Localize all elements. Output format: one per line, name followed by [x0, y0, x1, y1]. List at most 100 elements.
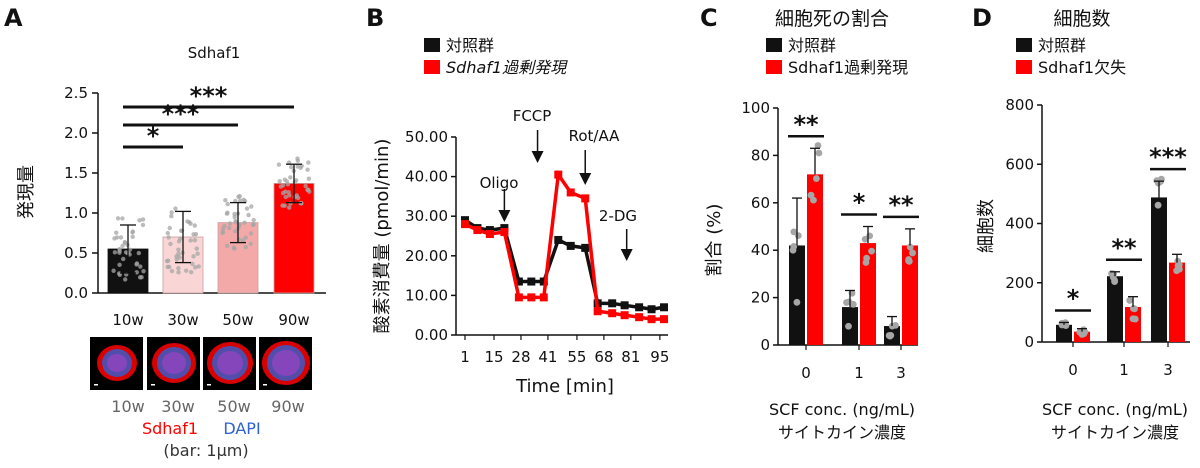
- panel-d-title: 細胞数: [1053, 8, 1110, 30]
- panel-b-annotation: 2-DG: [599, 207, 637, 225]
- panel-d-xlabel-ja: サイトカイン濃度: [1051, 423, 1179, 442]
- panel-a-dot: [192, 223, 198, 228]
- panel-a-dot: [191, 254, 196, 259]
- panel-a-dot: [140, 217, 146, 222]
- panel-d-dot: [1173, 267, 1180, 275]
- panel-c-dot: [866, 232, 874, 240]
- panel-b-point: [620, 311, 629, 320]
- panel-b-point: [660, 303, 668, 312]
- panel-d-dot: [1154, 201, 1162, 209]
- panel-b-series-line: [464, 169, 664, 321]
- panel-a-sig-label: ***: [162, 100, 200, 128]
- panel-a-ytick-label: 0.5: [64, 244, 88, 262]
- panel-a-dot: [226, 225, 232, 231]
- panel-a-dot: [242, 220, 247, 225]
- panel-a-dot: [194, 246, 199, 251]
- panel-a-dot: [176, 251, 181, 256]
- panel-a-dot: [139, 275, 144, 280]
- panel-a-dot: [287, 205, 292, 210]
- panel-d-dot: [1111, 278, 1119, 285]
- panel-a-dot: [225, 210, 230, 215]
- panel-d-dot: [1126, 297, 1134, 304]
- panel-d-bar: [1151, 197, 1167, 342]
- panel-a-dot: [140, 222, 146, 228]
- panel-b-point: [514, 277, 523, 286]
- panel-b-xtick-label: 95: [650, 348, 669, 366]
- panel-b-arrow-head: [531, 151, 544, 163]
- panel-a-dot: [295, 156, 300, 161]
- panel-a-dot: [164, 258, 170, 264]
- panel-a-dot: [121, 256, 126, 262]
- panel-a-dot: [220, 229, 226, 235]
- panel-b-xtick-label: 55: [567, 348, 586, 366]
- micrograph-overlay: [162, 352, 186, 374]
- panel-b-point: [527, 277, 536, 286]
- panel-a-xtick-label: 50w: [222, 311, 253, 329]
- panel-a-dot: [305, 167, 310, 172]
- panel-b-arrow-head: [498, 210, 511, 222]
- panel-a-dot: [192, 265, 198, 270]
- panel-a-ytick-label: 0.0: [64, 284, 88, 302]
- panel-a-dot: [176, 247, 181, 252]
- panel-a-dot: [246, 212, 251, 218]
- panel-d-xtick-label: 3: [1163, 361, 1173, 379]
- panel-c-dot: [814, 142, 822, 149]
- panel-b-point: [485, 230, 494, 239]
- panel-a-dot: [122, 277, 128, 282]
- panel-c-sig-label: **: [888, 191, 914, 219]
- panel-a-xtick-label: 30w: [167, 311, 198, 329]
- panel-a-dot: [237, 198, 243, 203]
- legend-d-control-swatch: [1016, 38, 1032, 52]
- panel-d-bar: [1056, 324, 1072, 342]
- panel-a-dot: [122, 239, 128, 245]
- panel-a-dot: [165, 230, 170, 236]
- panel-b-point: [500, 228, 509, 237]
- panel-a-dot: [276, 162, 282, 167]
- panel-c-ylabel: 割合 (%): [704, 204, 725, 277]
- panel-b-point: [473, 226, 482, 235]
- panel-c-dot: [790, 228, 798, 236]
- panel-b-ytick-label: 0.00: [415, 326, 448, 344]
- panel-a-dot: [196, 264, 201, 269]
- panel-a-dot: [137, 218, 142, 223]
- image-label-90w: 90w: [271, 397, 304, 416]
- panel-c-dot: [807, 191, 815, 199]
- legend-b-control: 対照群: [446, 36, 494, 55]
- panel-a-dot: [244, 206, 250, 211]
- panel-c-dot: [815, 149, 823, 157]
- panel-c-dot: [885, 332, 893, 339]
- panel-a-dot: [168, 241, 173, 247]
- panel-c-dot: [789, 246, 797, 254]
- panel-a-dot: [292, 179, 298, 185]
- panel-c-ytick-label: 20: [751, 289, 770, 307]
- panel-a-dot: [236, 194, 241, 200]
- panel-a-ytick-label: 1.5: [64, 164, 88, 182]
- panel-b-series-line: [464, 218, 665, 312]
- panel-d-ytick-label: 600: [1005, 155, 1034, 173]
- panel-c-dot: [905, 257, 913, 265]
- panel-b-point: [554, 170, 563, 179]
- panel-a-dot: [232, 214, 237, 220]
- caption-scale-bar: (bar: 1μm): [163, 441, 248, 460]
- panel-c-ytick-label: 80: [751, 146, 770, 164]
- panel-b-ytick-label: 20.00: [405, 247, 448, 265]
- panel-c-dot: [892, 322, 899, 329]
- panel-d-ylabel: 細胞数: [976, 199, 997, 253]
- caption-sdhaf1: Sdhaf1: [142, 419, 198, 438]
- panel-b-ylabel: 酸素消費量 (pmol/min): [372, 139, 393, 334]
- panel-d-bar: [1169, 262, 1185, 342]
- panel-d-dot: [1080, 330, 1088, 338]
- panel-b-point: [647, 315, 656, 324]
- panel-b-point: [647, 305, 656, 314]
- panel-b-xtick-label: 68: [594, 348, 613, 366]
- panel-a-dot: [306, 176, 312, 181]
- panel-a-dot: [307, 189, 312, 194]
- micrograph-overlay: [272, 350, 300, 376]
- legend-d-ko: Sdhaf1欠失: [1038, 58, 1126, 77]
- panel-d-bar: [1125, 307, 1141, 342]
- panel-a-dot: [176, 239, 182, 244]
- panel-d-ytick-label: 200: [1005, 274, 1034, 292]
- panel-a-dot: [225, 243, 230, 249]
- panel-a-dot: [169, 268, 175, 274]
